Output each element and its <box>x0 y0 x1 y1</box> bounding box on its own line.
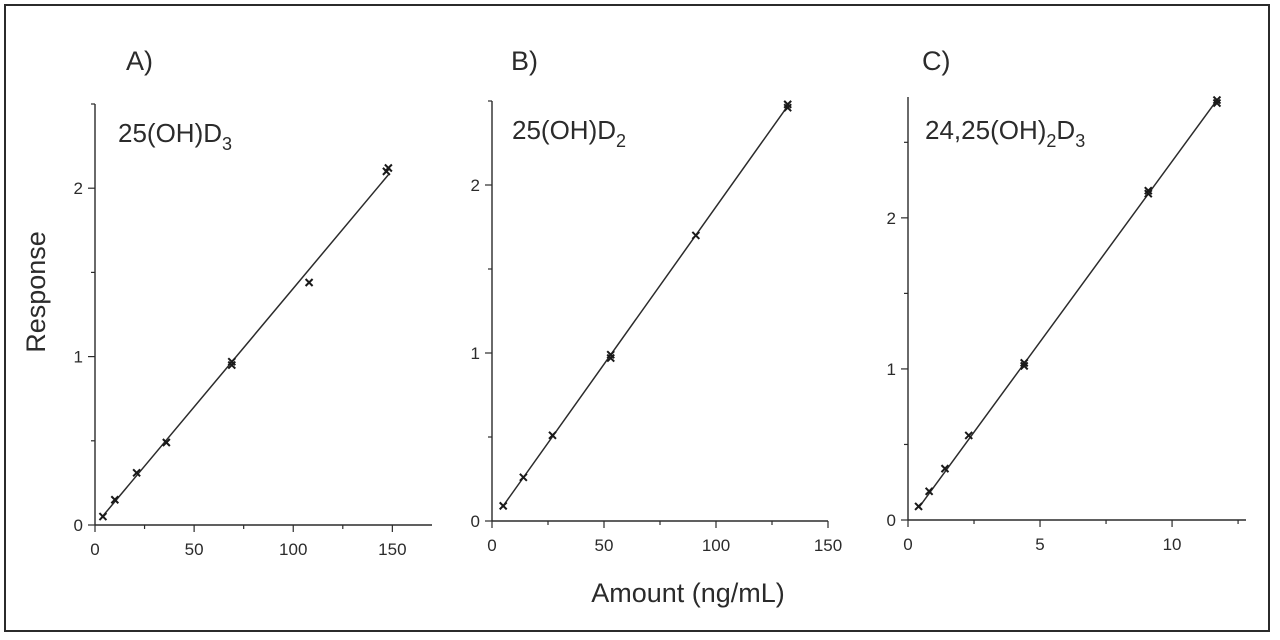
x-tick-label: 10 <box>1163 535 1182 554</box>
regression-line <box>502 105 789 507</box>
data-point-marker <box>940 464 950 473</box>
data-point-marker <box>1212 98 1222 108</box>
compound-label: 25(OH)D2 <box>512 115 626 151</box>
x-tick-label: 0 <box>90 540 99 559</box>
x-tick-label: 100 <box>279 540 307 559</box>
chart-panel-2: 0 50 100 150 0 1 2 B) 25(OH)D2 <box>471 46 843 555</box>
y-tick-label: 1 <box>74 348 83 367</box>
data-point-marker <box>98 512 108 521</box>
data-point-marker <box>924 487 934 496</box>
x-tick-label: 0 <box>903 535 912 554</box>
compound-label: 24,25(OH)2D3 <box>925 115 1085 151</box>
x-tick-label: 0 <box>487 536 496 555</box>
compound-label: 25(OH)D3 <box>118 118 232 154</box>
data-point-marker <box>1144 186 1153 195</box>
regression-line <box>100 174 389 519</box>
chart-panel-3: 0 5 10 0 1 2 C) 24,25(OH)2D3 <box>887 46 1246 554</box>
y-axis-title: Response <box>21 231 51 353</box>
data-point-marker <box>1144 189 1153 198</box>
y-tick-label: 0 <box>887 511 896 530</box>
data-point-marker <box>519 473 528 482</box>
y-tick-label: 1 <box>471 344 480 363</box>
data-point-marker <box>304 278 314 287</box>
y-tick-label: 2 <box>887 209 896 228</box>
y-tick-label: 0 <box>74 516 83 535</box>
panel-label: B) <box>511 46 538 76</box>
x-tick-label: 100 <box>702 536 730 555</box>
y-tick-label: 2 <box>471 176 480 195</box>
panel-label: C) <box>922 46 951 76</box>
data-point-marker <box>227 357 236 366</box>
data-point-marker <box>1019 358 1029 368</box>
data-point-marker <box>162 438 171 447</box>
data-point-marker <box>964 431 973 440</box>
chart-panel-1: 0 50 100 150 0 1 2 A) 25(OH)D3 <box>74 46 432 559</box>
data-point-marker <box>606 350 615 359</box>
data-point-marker <box>110 495 120 504</box>
data-point-marker <box>132 468 141 478</box>
regression-line <box>917 99 1218 509</box>
x-tick-label: 50 <box>185 540 204 559</box>
y-tick-label: 0 <box>471 512 480 531</box>
data-point-marker <box>384 163 393 173</box>
x-axis-title: Amount (ng/mL) <box>591 578 785 608</box>
x-tick-label: 150 <box>378 540 406 559</box>
data-point-marker <box>1212 95 1222 105</box>
data-point-marker <box>1019 361 1029 371</box>
data-point-marker <box>783 100 792 109</box>
y-tick-label: 1 <box>887 360 896 379</box>
data-point-marker <box>498 501 508 511</box>
figure-frame <box>4 4 1270 632</box>
x-tick-label: 50 <box>595 536 614 555</box>
y-tick-label: 2 <box>74 179 83 198</box>
data-point-marker <box>691 231 701 240</box>
panel-label: A) <box>126 46 153 76</box>
x-tick-label: 150 <box>814 536 842 555</box>
data-point-marker <box>914 502 923 511</box>
x-tick-label: 5 <box>1035 535 1044 554</box>
data-point-marker <box>548 431 557 440</box>
